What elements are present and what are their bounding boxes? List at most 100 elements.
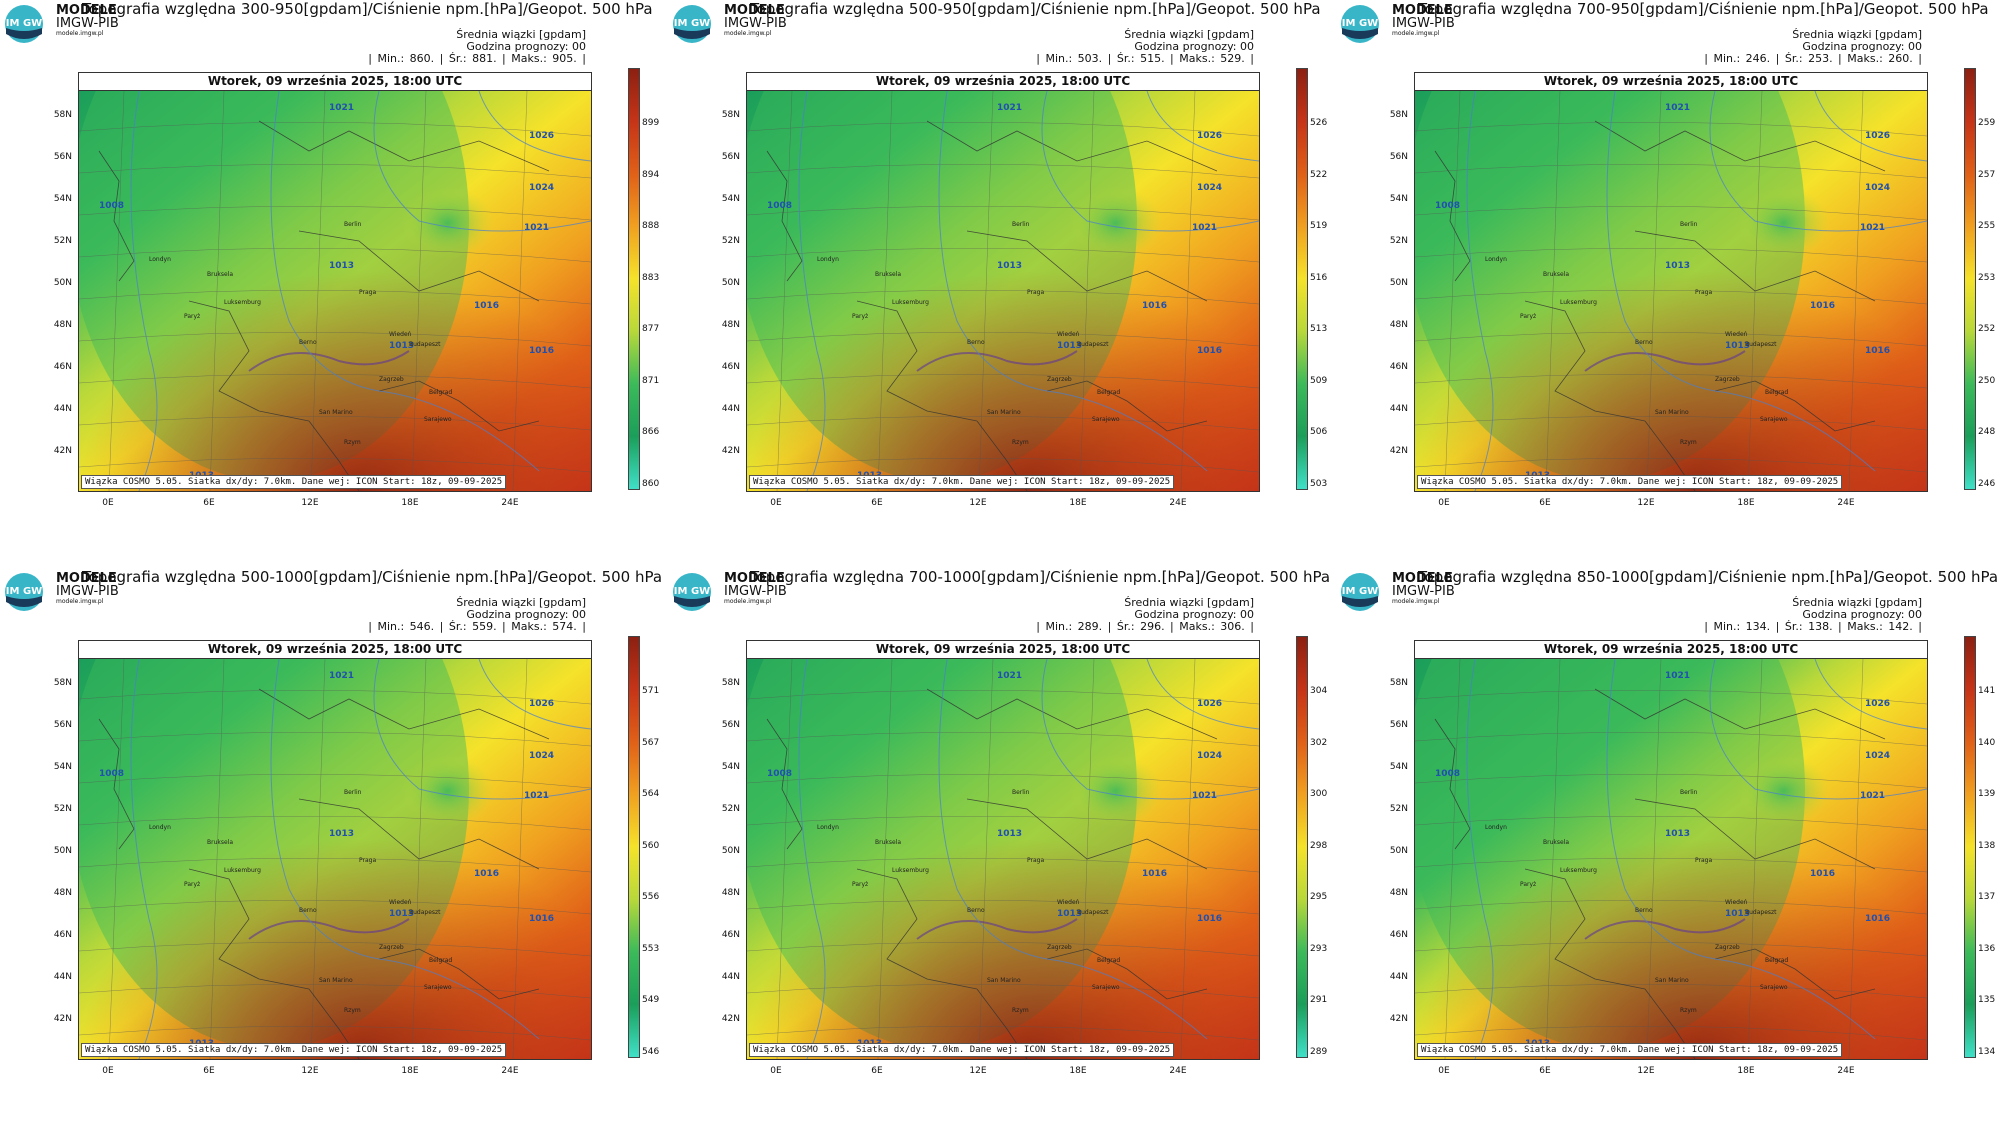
map-field[interactable]: 1021102610241021101610131008101610131013… — [1415, 91, 1927, 491]
isobar-label: 1013 — [1057, 909, 1083, 919]
logo-text: MODELE IMGW-PIB modele.imgw.pl — [724, 572, 787, 606]
lat-tick: 44N — [53, 404, 72, 414]
logo-line2: IMGW-PIB — [1392, 584, 1455, 599]
lon-tick: 12E — [969, 498, 987, 508]
colorbar-label: 522 — [1310, 169, 1328, 180]
city-label: Budapeszt — [409, 909, 441, 916]
colorbar-label: 556 — [642, 892, 660, 902]
lat-tick: 56N — [1389, 720, 1408, 730]
city-label: Berlin — [1012, 221, 1030, 228]
lat-tick: 56N — [721, 720, 740, 730]
lat-tick: 54N — [1389, 194, 1408, 204]
logo-url: modele.imgw.pl — [1392, 30, 1440, 37]
colorbar — [628, 636, 640, 1058]
lat-tick: 48N — [1389, 888, 1408, 898]
city-label: Budapeszt — [1077, 341, 1109, 348]
logo-line1: MODELE — [56, 3, 117, 18]
map-datetime: Wtorek, 09 września 2025, 18:00 UTC — [1415, 641, 1927, 659]
city-label: Zagrzeb — [1047, 944, 1072, 951]
colorbar-label: 136 — [1978, 943, 1996, 954]
map-field[interactable]: 1021102610241021101610131008101610131013… — [1415, 659, 1927, 1059]
map-frame: Wtorek, 09 września 2025, 18:00 UTC 1021 1… — [746, 72, 1260, 492]
lon-tick: 0E — [770, 1066, 782, 1076]
isobar-label: 1026 — [529, 131, 555, 141]
city-label: San Marino — [987, 977, 1021, 984]
lat-tick: 48N — [721, 320, 740, 330]
lat-tick: 52N — [1389, 236, 1408, 246]
isobar-label: 1013 — [1725, 909, 1751, 919]
map-panel: IM GW MODELE IMGW-PIB modele.imgw.pl Topogra… — [1336, 0, 2000, 568]
colorbar — [1296, 68, 1308, 490]
map-frame: Wtorek, 09 września 2025, 18:00 UTC 1021 1… — [78, 72, 592, 492]
lat-tick: 44N — [53, 972, 72, 982]
thickness-field — [1415, 659, 1927, 1059]
imgw-logo: IM GW — [673, 5, 711, 43]
colorbar-label: 257 — [1978, 169, 1996, 180]
map-frame: Wtorek, 09 września 2025, 18:00 UTC 1021 1… — [78, 640, 592, 1060]
logo-line1: MODELE — [724, 3, 785, 18]
lat-tick: 54N — [721, 762, 740, 772]
logo-line1: MODELE — [56, 571, 117, 586]
colorbar-label: 137 — [1978, 892, 1996, 902]
city-label: Zagrzeb — [379, 376, 404, 383]
lon-tick: 12E — [301, 1066, 319, 1076]
lat-tick: 56N — [1389, 152, 1408, 162]
isobar-label: 1016 — [529, 346, 555, 356]
map-panel: IM GW MODELE IMGW-PIB modele.imgw.pl Topogra… — [668, 0, 1334, 568]
lat-tick: 46N — [1389, 930, 1408, 940]
isobar-label: 1008 — [99, 201, 125, 211]
isobar-label: 1021 — [524, 223, 550, 233]
map-field[interactable]: 1021102610241021101610131008101610131013… — [747, 91, 1259, 491]
isobar-label: 1024 — [529, 183, 555, 193]
map-field[interactable]: 1021102610241021101610131008101610131013… — [79, 659, 591, 1059]
colorbar-label: 549 — [642, 995, 660, 1005]
lat-tick: 52N — [53, 236, 72, 246]
map-field[interactable]: 1021102610241021101610131008101610131013… — [79, 91, 591, 491]
colorbar-label: 253 — [1978, 272, 1996, 283]
city-label: Bruksela — [1543, 839, 1570, 846]
isobar-label: 1016 — [1810, 301, 1836, 311]
colorbar-label: 866 — [642, 427, 660, 437]
city-label: Zagrzeb — [379, 944, 404, 951]
panel-title: Topografia względna 700-1000[gpdam]/Ciśn… — [750, 568, 1331, 586]
imgw-logo: IM GW — [1341, 5, 1379, 43]
isobar-label: 1016 — [1865, 914, 1891, 924]
isobar-label: 1026 — [1197, 699, 1223, 709]
city-label: Londyn — [149, 256, 171, 263]
isobar-label: 1013 — [997, 829, 1023, 839]
colorbar-label: 298 — [1310, 840, 1328, 851]
panel-title: Topografia względna 700-950[gpdam]/Ciśni… — [1418, 0, 1989, 18]
colorbar-label: 246 — [1978, 478, 1996, 489]
avg-label: Średnia wiązki [gpdam] — [1124, 596, 1254, 609]
lat-tick: 46N — [53, 362, 72, 372]
city-label: Wiedeń — [389, 899, 412, 906]
city-label: Paryż — [184, 881, 201, 888]
city-label: Bruksela — [207, 839, 234, 846]
min-avg-max: | Min.: 289. | Śr.: 296. | Maks.: 306. | — [1036, 620, 1254, 633]
colorbar-label: 134 — [1978, 1046, 1996, 1057]
city-label: Paryż — [1520, 881, 1537, 888]
city-label: Londyn — [149, 824, 171, 831]
isobar-label: 1016 — [474, 869, 500, 879]
colorbar-label: 519 — [1310, 221, 1328, 231]
city-label: Sarajewo — [1760, 416, 1788, 423]
colorbar-label: 135 — [1978, 995, 1996, 1005]
isobar-label: 1021 — [997, 103, 1023, 113]
isobar-label: 1016 — [1197, 914, 1223, 924]
forecast-hour: Godzina prognozy: 00 — [1802, 608, 1922, 621]
map-field[interactable]: 1021102610241021101610131008101610131013… — [747, 659, 1259, 1059]
colorbar-label: 141 — [1978, 686, 1996, 696]
logo-text: MODELE IMGW-PIB modele.imgw.pl — [724, 4, 787, 38]
panel-title: Topografia względna 500-1000[gpdam]/Ciśn… — [82, 568, 663, 586]
map-datetime: Wtorek, 09 września 2025, 18:00 UTC — [79, 641, 591, 659]
map-datetime: Wtorek, 09 września 2025, 18:00 UTC — [79, 73, 591, 91]
lon-tick: 24E — [501, 498, 519, 508]
city-label: Luksemburg — [224, 299, 261, 306]
isobar-label: 1008 — [767, 201, 793, 211]
isobar-label: 1013 — [329, 261, 355, 271]
lat-tick: 56N — [53, 152, 72, 162]
colorbar-label: 252 — [1978, 324, 1996, 334]
logo-line2: IMGW-PIB — [56, 16, 119, 31]
city-label: Bruksela — [207, 271, 234, 278]
map-panel: IM GW MODELE IMGW-PIB modele.imgw.pl Topogra… — [1336, 568, 2000, 1136]
